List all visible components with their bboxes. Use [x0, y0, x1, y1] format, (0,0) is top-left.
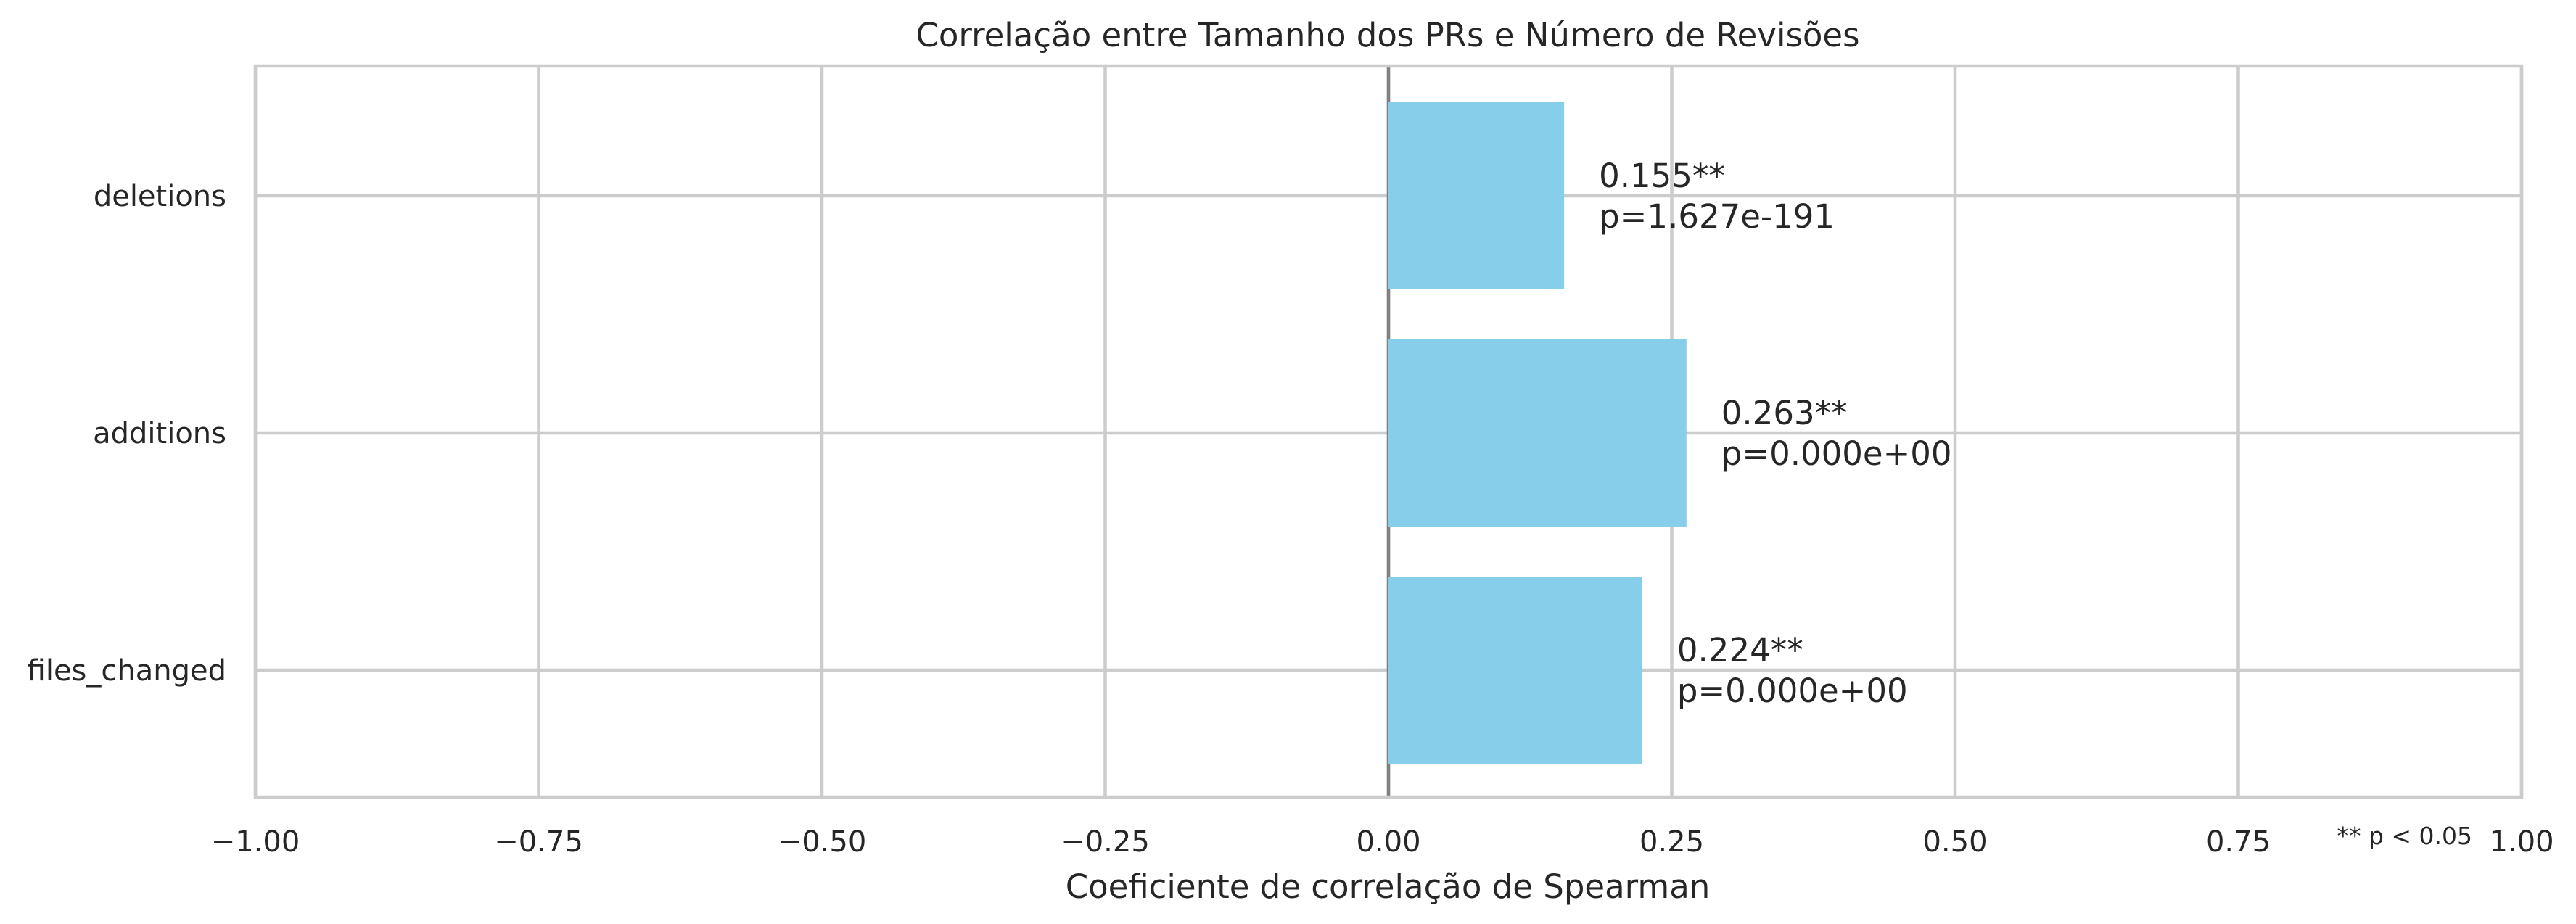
- chart-title: Correlação entre Tamanho dos PRs e Númer…: [915, 16, 1859, 54]
- annotation-layer: 0.155**p=1.627e-1910.263**p=0.000e+000.2…: [1599, 157, 1951, 710]
- x-tick-label: −0.25: [1061, 825, 1150, 859]
- value-label: 0.263**: [1721, 394, 1848, 432]
- x-axis-label: Coeficiente de correlação de Spearman: [1066, 867, 1711, 906]
- x-tick-label: 0.00: [1356, 825, 1420, 859]
- x-tick-label: 0.50: [1922, 825, 1987, 859]
- p-value-label: p=1.627e-191: [1599, 197, 1835, 236]
- y-tick-label: deletions: [94, 180, 226, 213]
- x-tick-label: 1.00: [2489, 825, 2554, 859]
- value-label: 0.224**: [1677, 631, 1803, 669]
- bar-files_changed: [1388, 577, 1642, 764]
- y-tick-labels: deletions additions files_changed: [28, 180, 226, 688]
- x-tick-label: −0.75: [494, 825, 583, 859]
- plot-frame: [253, 64, 2524, 799]
- p-value-label: p=0.000e+00: [1677, 672, 1908, 710]
- bar-additions: [1388, 339, 1687, 527]
- y-tick-label: files_changed: [28, 654, 226, 688]
- significance-footnote: ** p < 0.05: [2337, 822, 2472, 850]
- x-tick-label: −0.50: [778, 825, 867, 859]
- x-tick-label: 0.25: [1639, 825, 1704, 859]
- x-tick-labels: −1.00 −0.75 −0.50 −0.25 0.00 0.25 0.50 0.75 1.00: [211, 825, 2554, 859]
- x-tick-label: 0.75: [2206, 825, 2271, 859]
- bar-deletions: [1388, 102, 1565, 289]
- y-tick-label: additions: [93, 417, 226, 450]
- p-value-label: p=0.000e+00: [1721, 434, 1952, 473]
- plot-border: [253, 64, 2524, 799]
- bar-layer: [1388, 102, 1687, 764]
- value-label: 0.155**: [1599, 157, 1725, 195]
- x-tick-label: −1.00: [211, 825, 300, 859]
